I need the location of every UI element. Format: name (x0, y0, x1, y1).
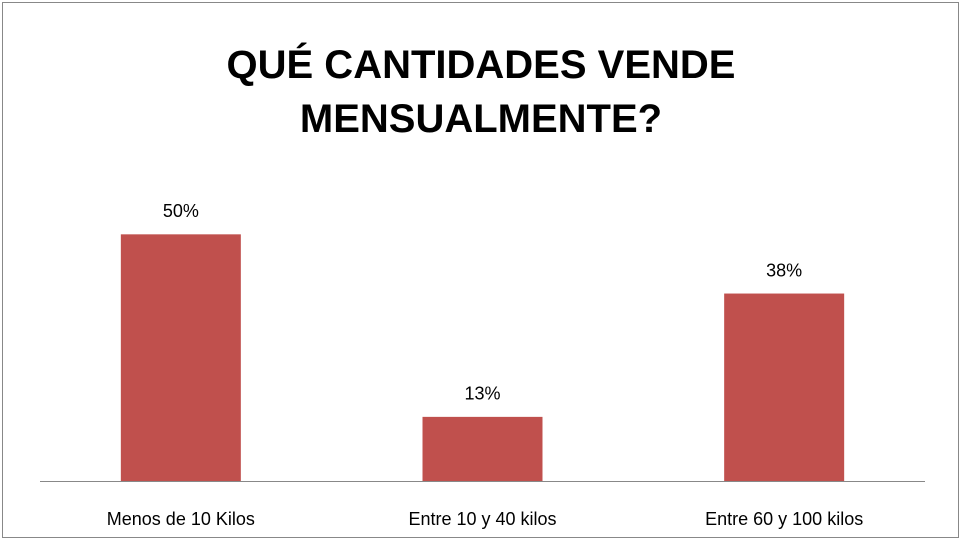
x-tick-label: Entre 60 y 100 kilos (705, 509, 863, 529)
bar (422, 416, 543, 481)
data-label: 38% (766, 260, 802, 280)
data-label: 13% (464, 384, 500, 404)
data-label: 50% (163, 201, 199, 221)
bar (724, 293, 845, 481)
chart-title: QUÉ CANTIDADES VENDE MENSUALMENTE? (226, 43, 736, 141)
x-tick-label: Menos de 10 Kilos (107, 509, 255, 529)
x-tick-label: Entre 10 y 40 kilos (408, 509, 556, 529)
bar (120, 234, 241, 481)
